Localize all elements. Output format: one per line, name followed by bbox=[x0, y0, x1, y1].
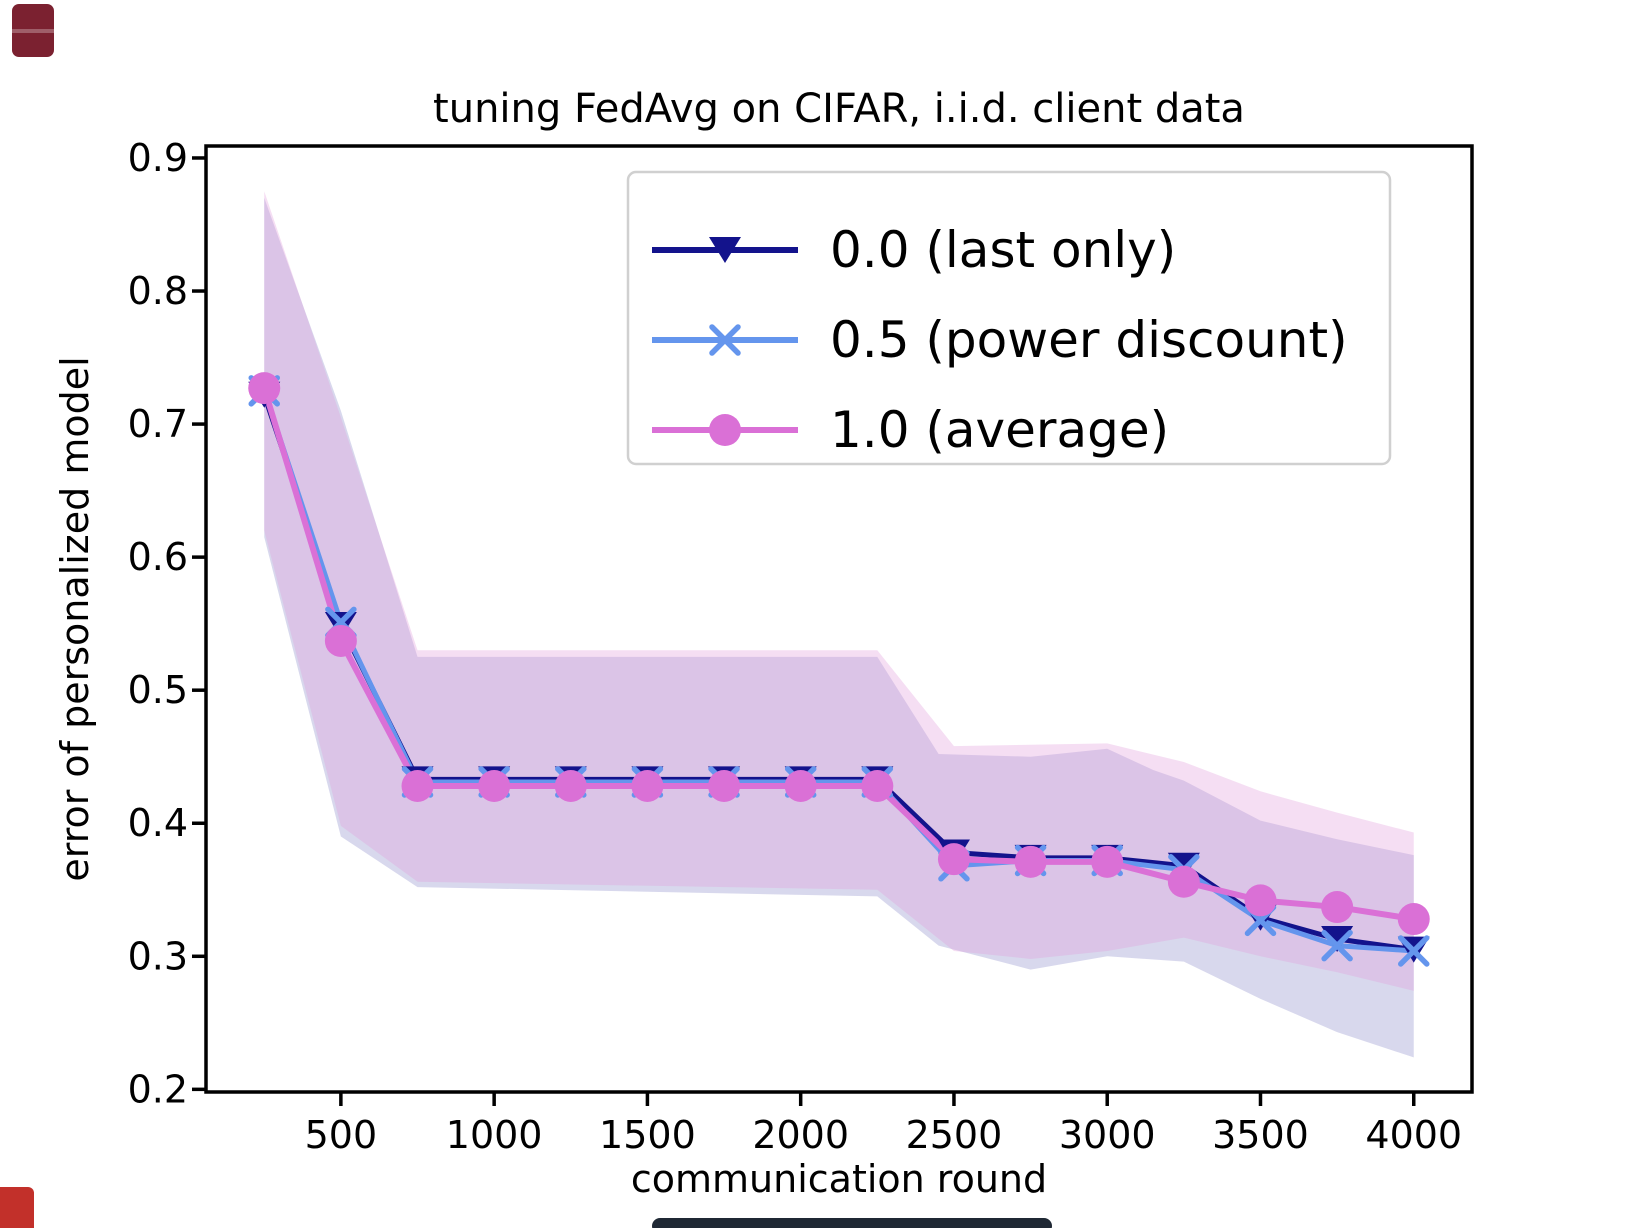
x-tick-label: 1000 bbox=[446, 1113, 543, 1157]
marker-circle bbox=[631, 769, 664, 802]
plot-area: 500 1000 1500 2000 2500 3000 3500 4000 0.2 0.3 0.4… bbox=[128, 136, 1474, 1157]
legend-label-0: 0.0 (last only) bbox=[830, 221, 1176, 279]
y-tick-label: 0.2 bbox=[128, 1067, 188, 1111]
marker-circle bbox=[1014, 845, 1047, 878]
legend-label-1: 0.5 (power discount) bbox=[830, 311, 1348, 369]
axes-spines bbox=[204, 144, 1474, 1094]
x-tick-label: 4000 bbox=[1365, 1113, 1462, 1157]
y-tick-label: 0.6 bbox=[128, 535, 188, 579]
x-tick-label: 1500 bbox=[599, 1113, 696, 1157]
x-tick-label: 3000 bbox=[1059, 1113, 1156, 1157]
legend-label-2: 1.0 (average) bbox=[830, 401, 1169, 459]
marker-x bbox=[1398, 935, 1430, 967]
marker-circle bbox=[708, 769, 741, 802]
legend-box bbox=[626, 170, 1392, 466]
marker-circle bbox=[248, 372, 281, 405]
badge-divider bbox=[12, 29, 54, 33]
marker-circle bbox=[1321, 891, 1354, 924]
y-tick-label: 0.3 bbox=[128, 934, 188, 978]
marker-circle bbox=[554, 769, 587, 802]
marker-circle bbox=[1091, 845, 1124, 878]
y-tick-label: 0.8 bbox=[128, 269, 188, 313]
x-tick-label: 3500 bbox=[1212, 1113, 1309, 1157]
bottom-dock-bar bbox=[652, 1218, 1052, 1228]
series-markers-2 bbox=[248, 372, 1430, 936]
marker-circle bbox=[324, 624, 357, 657]
marker-circle bbox=[401, 769, 434, 802]
x-axis-label: communication round bbox=[631, 1157, 1047, 1201]
y-axis-label: error of personalized model bbox=[53, 356, 97, 881]
marker-circle bbox=[861, 769, 894, 802]
cropped-red-badge-top-left bbox=[12, 4, 54, 57]
legend: 0.0 (last only) 0.5 (power discount) 1.0… bbox=[626, 170, 1392, 466]
marker-circle bbox=[1397, 903, 1430, 936]
confidence-band-1 bbox=[264, 191, 1414, 991]
series-line-1 bbox=[261, 390, 1414, 954]
marker-x bbox=[1321, 929, 1353, 962]
x-tick-label: 2500 bbox=[906, 1113, 1003, 1157]
marker-circle bbox=[1244, 884, 1277, 917]
chart-title: tuning FedAvg on CIFAR, i.i.d. client da… bbox=[433, 86, 1245, 132]
y-tick-label: 0.4 bbox=[128, 801, 188, 845]
marker-circle bbox=[937, 843, 970, 876]
legend-samples bbox=[652, 237, 798, 446]
y-tick-label: 0.7 bbox=[128, 402, 188, 446]
y-tick-label: 0.9 bbox=[128, 136, 188, 180]
series-line-2 bbox=[261, 387, 1415, 922]
marker-circle bbox=[1167, 865, 1200, 898]
marker-circle bbox=[709, 414, 741, 446]
marker-circle bbox=[784, 769, 817, 802]
y-tick-label: 0.5 bbox=[128, 668, 188, 712]
cropped-red-badge-bottom-left bbox=[0, 1187, 34, 1228]
marker-x bbox=[709, 324, 741, 356]
confidence-band-0 bbox=[264, 197, 1414, 1058]
x-tick-label: 2000 bbox=[752, 1113, 849, 1157]
x-tick-label: 500 bbox=[305, 1113, 378, 1157]
marker-triangle-down bbox=[709, 237, 741, 263]
marker-triangle-down bbox=[1321, 925, 1354, 952]
marker-circle bbox=[478, 769, 511, 802]
